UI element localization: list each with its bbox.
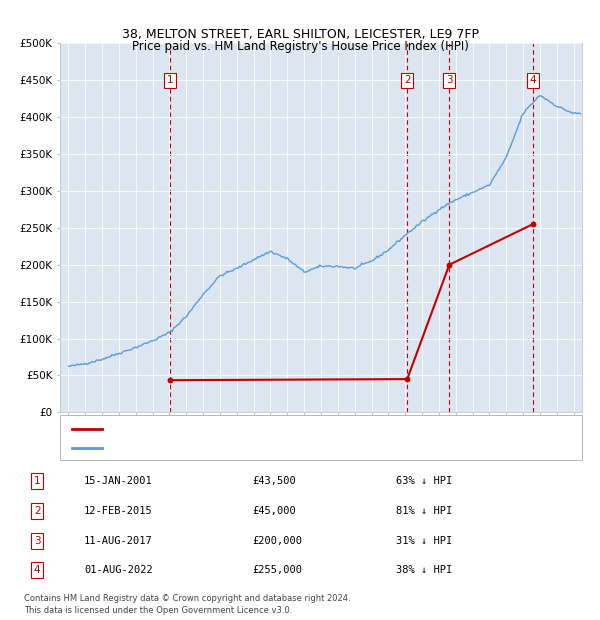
Text: 11-AUG-2017: 11-AUG-2017 — [84, 536, 153, 546]
Point — [166, 375, 175, 385]
Text: £45,000: £45,000 — [252, 506, 296, 516]
Text: £200,000: £200,000 — [252, 536, 302, 546]
Text: 1: 1 — [167, 75, 173, 86]
Text: 38, MELTON STREET, EARL SHILTON, LEICESTER, LE9 7FP (detached house): 38, MELTON STREET, EARL SHILTON, LEICEST… — [111, 424, 478, 434]
Text: 3: 3 — [446, 75, 452, 86]
Text: £255,000: £255,000 — [252, 565, 302, 575]
Text: This data is licensed under the Open Government Licence v3.0.: This data is licensed under the Open Gov… — [24, 606, 292, 614]
Point — [403, 374, 412, 384]
Text: 4: 4 — [530, 75, 536, 86]
Text: 81% ↓ HPI: 81% ↓ HPI — [396, 506, 452, 516]
Text: 31% ↓ HPI: 31% ↓ HPI — [396, 536, 452, 546]
Text: 01-AUG-2022: 01-AUG-2022 — [84, 565, 153, 575]
Text: 63% ↓ HPI: 63% ↓ HPI — [396, 476, 452, 486]
Text: 2: 2 — [404, 75, 410, 86]
Text: Contains HM Land Registry data © Crown copyright and database right 2024.: Contains HM Land Registry data © Crown c… — [24, 595, 350, 603]
Text: 38% ↓ HPI: 38% ↓ HPI — [396, 565, 452, 575]
Text: Price paid vs. HM Land Registry's House Price Index (HPI): Price paid vs. HM Land Registry's House … — [131, 40, 469, 53]
Text: 38, MELTON STREET, EARL SHILTON, LEICESTER, LE9 7FP: 38, MELTON STREET, EARL SHILTON, LEICEST… — [121, 28, 479, 41]
Text: £43,500: £43,500 — [252, 476, 296, 486]
Text: 15-JAN-2001: 15-JAN-2001 — [84, 476, 153, 486]
Text: 2: 2 — [34, 506, 41, 516]
Text: HPI: Average price, detached house, Hinckley and Bosworth: HPI: Average price, detached house, Hinc… — [111, 443, 404, 453]
Text: 4: 4 — [34, 565, 41, 575]
Text: 3: 3 — [34, 536, 41, 546]
Point — [528, 219, 538, 229]
Text: 12-FEB-2015: 12-FEB-2015 — [84, 506, 153, 516]
Point — [445, 260, 454, 270]
Text: 1: 1 — [34, 476, 41, 486]
